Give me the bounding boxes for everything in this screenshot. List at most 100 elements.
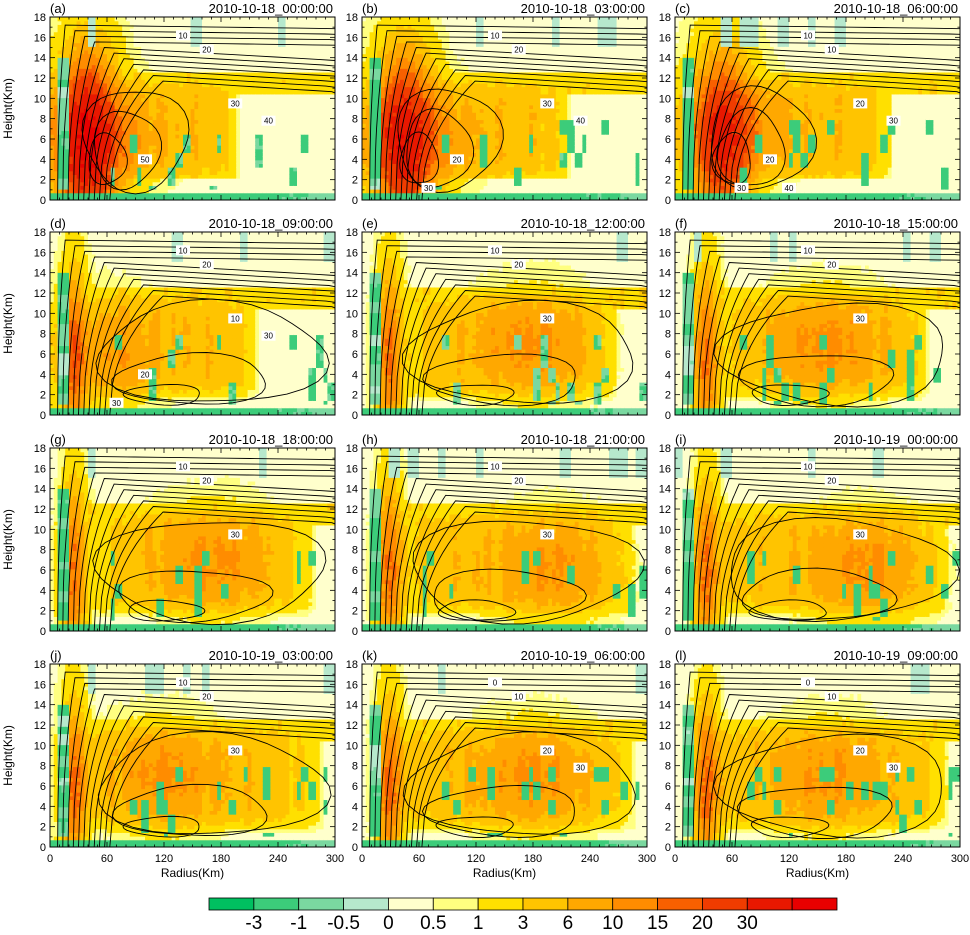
field-cell (198, 196, 203, 200)
field-cell (255, 196, 260, 200)
field-cell (278, 68, 283, 73)
field-cell (209, 181, 214, 186)
field-cell (384, 38, 390, 44)
field-cell (430, 57, 435, 62)
field-cell (415, 148, 420, 154)
field-cell (247, 82, 252, 88)
field-cell (266, 90, 271, 95)
field-cell (255, 79, 260, 84)
field-cell (80, 152, 85, 157)
field-cell (388, 79, 393, 84)
field-cell (88, 115, 93, 121)
field-cell (194, 174, 199, 179)
field-cell (400, 108, 405, 113)
field-cell (110, 49, 116, 55)
field-cell (281, 57, 287, 62)
field-cell (362, 93, 367, 99)
field-cell (327, 123, 332, 128)
field-cell (293, 156, 298, 161)
field-cell (259, 167, 264, 172)
field-cell (308, 174, 313, 179)
field-cell (217, 130, 222, 135)
field-cell (281, 130, 287, 135)
field-cell (236, 123, 241, 128)
field-cell (99, 17, 104, 22)
field-cell (381, 156, 386, 161)
field-cell (285, 71, 290, 77)
field-cell (72, 134, 78, 139)
field-cell (281, 123, 287, 128)
field-cell (381, 60, 386, 66)
field-cell (164, 75, 169, 80)
field-cell (160, 148, 165, 154)
field-cell (84, 64, 89, 69)
field-cell (118, 170, 123, 175)
field-cell (213, 60, 218, 66)
field-cell (65, 57, 70, 62)
field-cell (103, 115, 108, 121)
field-cell (114, 134, 119, 139)
field-cell (308, 97, 313, 102)
field-cell (186, 38, 192, 44)
field-cell (407, 71, 412, 77)
field-cell (278, 145, 283, 150)
field-cell (88, 141, 93, 146)
field-cell (422, 152, 428, 157)
field-cell (114, 82, 119, 88)
field-cell (202, 192, 207, 197)
field-cell (80, 104, 85, 110)
field-cell (243, 174, 249, 179)
field-cell (384, 46, 390, 51)
field-cell (392, 17, 397, 22)
field-cell (400, 185, 405, 190)
field-cell (259, 53, 264, 58)
field-cell (403, 60, 409, 66)
field-cell (308, 145, 313, 150)
field-cell (156, 101, 161, 106)
field-cell (274, 130, 279, 135)
field-cell (266, 42, 271, 47)
field-cell (72, 192, 78, 197)
field-cell (243, 145, 249, 150)
field-cell (114, 38, 119, 44)
field-cell (365, 93, 371, 99)
field-cell (137, 170, 142, 175)
field-cell (323, 126, 328, 132)
field-cell (167, 42, 173, 47)
field-cell (175, 104, 180, 110)
field-cell (213, 46, 218, 51)
field-cell (297, 104, 302, 110)
field-cell (384, 71, 390, 77)
field-cell (247, 170, 252, 175)
field-cell (221, 90, 226, 95)
field-cell (103, 17, 108, 22)
field-cell (171, 68, 176, 73)
field-cell (65, 174, 70, 179)
field-cell (251, 49, 256, 55)
field-cell (388, 137, 393, 143)
field-cell (365, 68, 371, 73)
field-cell (422, 24, 428, 29)
field-cell (312, 86, 317, 91)
field-cell (114, 49, 119, 55)
field-cell (312, 90, 317, 95)
field-cell (236, 90, 241, 95)
field-cell (50, 174, 55, 179)
field-cell (156, 196, 161, 200)
contour-label: 30 (231, 99, 240, 108)
field-cell (247, 27, 252, 33)
field-cell (434, 79, 439, 84)
field-cell (194, 90, 199, 95)
field-cell (126, 60, 131, 66)
field-cell (255, 159, 260, 164)
field-cell (415, 123, 420, 128)
field-cell (76, 159, 81, 164)
field-cell (262, 79, 268, 84)
field-cell (209, 189, 214, 194)
field-cell (107, 68, 112, 73)
field-cell (126, 196, 131, 200)
field-cell (281, 126, 287, 132)
field-cell (205, 108, 211, 113)
field-cell (232, 75, 237, 80)
field-cell (137, 134, 142, 139)
